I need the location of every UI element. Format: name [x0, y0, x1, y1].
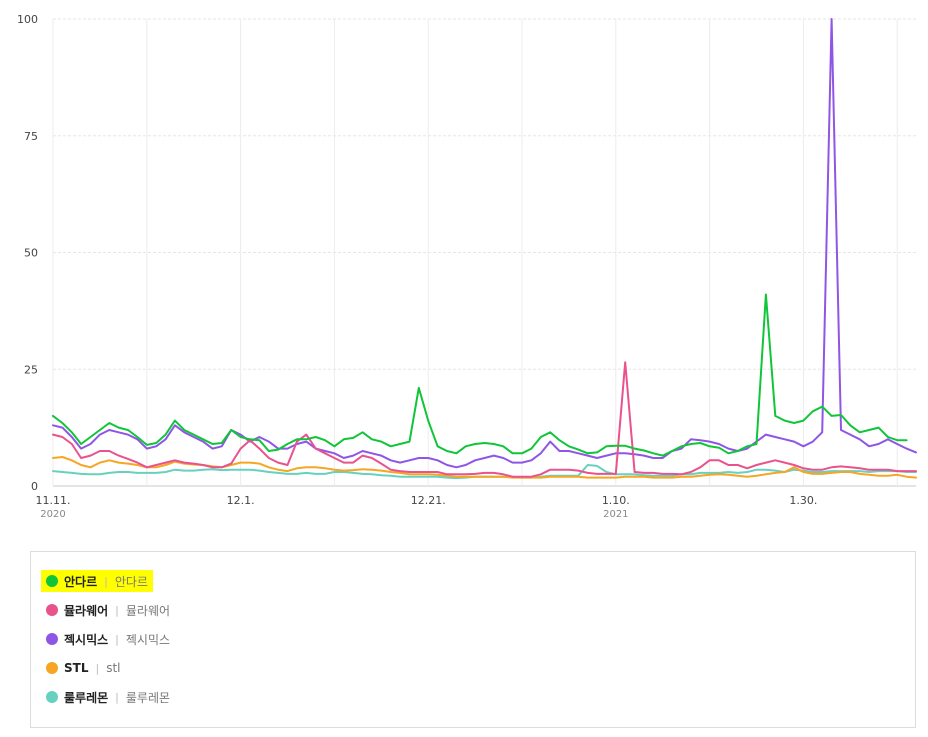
- x-tick-label: 12.1.: [227, 494, 255, 507]
- legend-keyword: 젝시믹스: [125, 632, 171, 647]
- y-tick-label: 100: [17, 13, 38, 26]
- legend-dot-icon: [46, 662, 58, 674]
- line-chart: 0 25 50 75 100 11.11. 2020 12.1. 12.21. 1.10. 2021…: [17, 13, 917, 520]
- series-line-뮬라웨어: [52, 361, 917, 478]
- legend-series-name: 젝시믹스: [64, 632, 109, 647]
- legend-item-xexymix[interactable]: 젝시믹스 | 젝시믹스: [41, 628, 175, 650]
- legend-separator: |: [115, 632, 119, 646]
- y-tick-label: 50: [24, 247, 38, 260]
- legend: 안다르 | 안다르 뮬라웨어 | 뮬라웨어 젝시믹스 | 젝시믹스 STL | …: [30, 551, 916, 728]
- legend-keyword: 안다르: [114, 574, 148, 589]
- legend-separator: |: [95, 661, 100, 675]
- legend-series-name: 안다르: [64, 574, 98, 589]
- x-tick-sublabel: 2021: [603, 509, 628, 520]
- legend-series-name: 뮬라웨어: [64, 603, 109, 618]
- legend-item-lululemon[interactable]: 룰루레몬 | 룰루레몬: [41, 686, 175, 708]
- legend-separator: |: [115, 603, 119, 617]
- x-tick-label: 11.11.: [36, 494, 71, 507]
- legend-dot-icon: [46, 691, 58, 703]
- legend-separator: |: [104, 574, 108, 588]
- legend-separator: |: [115, 690, 119, 704]
- legend-dot-icon: [46, 604, 58, 616]
- legend-item-andar[interactable]: 안다르 | 안다르: [41, 570, 153, 592]
- series-line-젝시믹스: [52, 18, 917, 469]
- y-tick-label: 0: [31, 480, 38, 493]
- legend-series-name: STL: [64, 661, 89, 675]
- legend-keyword: 룰루레몬: [125, 690, 171, 705]
- x-tick-label: 1.30.: [789, 494, 817, 507]
- legend-keyword: stl: [106, 661, 121, 675]
- legend-series-name: 룰루레몬: [64, 690, 109, 705]
- series-line-안다르: [52, 293, 908, 457]
- legend-dot-icon: [46, 633, 58, 645]
- series-line-STL: [52, 456, 917, 479]
- x-tick-label: 1.10.: [602, 494, 630, 507]
- legend-dot-icon: [46, 575, 58, 587]
- legend-item-mulawear[interactable]: 뮬라웨어 | 뮬라웨어: [41, 599, 175, 621]
- legend-item-stl[interactable]: STL | stl: [41, 657, 126, 679]
- x-tick-label: 12.21.: [411, 494, 446, 507]
- y-tick-label: 25: [24, 363, 38, 376]
- legend-keyword: 뮬라웨어: [125, 603, 171, 618]
- y-tick-label: 75: [24, 130, 38, 143]
- x-tick-sublabel: 2020: [40, 509, 65, 520]
